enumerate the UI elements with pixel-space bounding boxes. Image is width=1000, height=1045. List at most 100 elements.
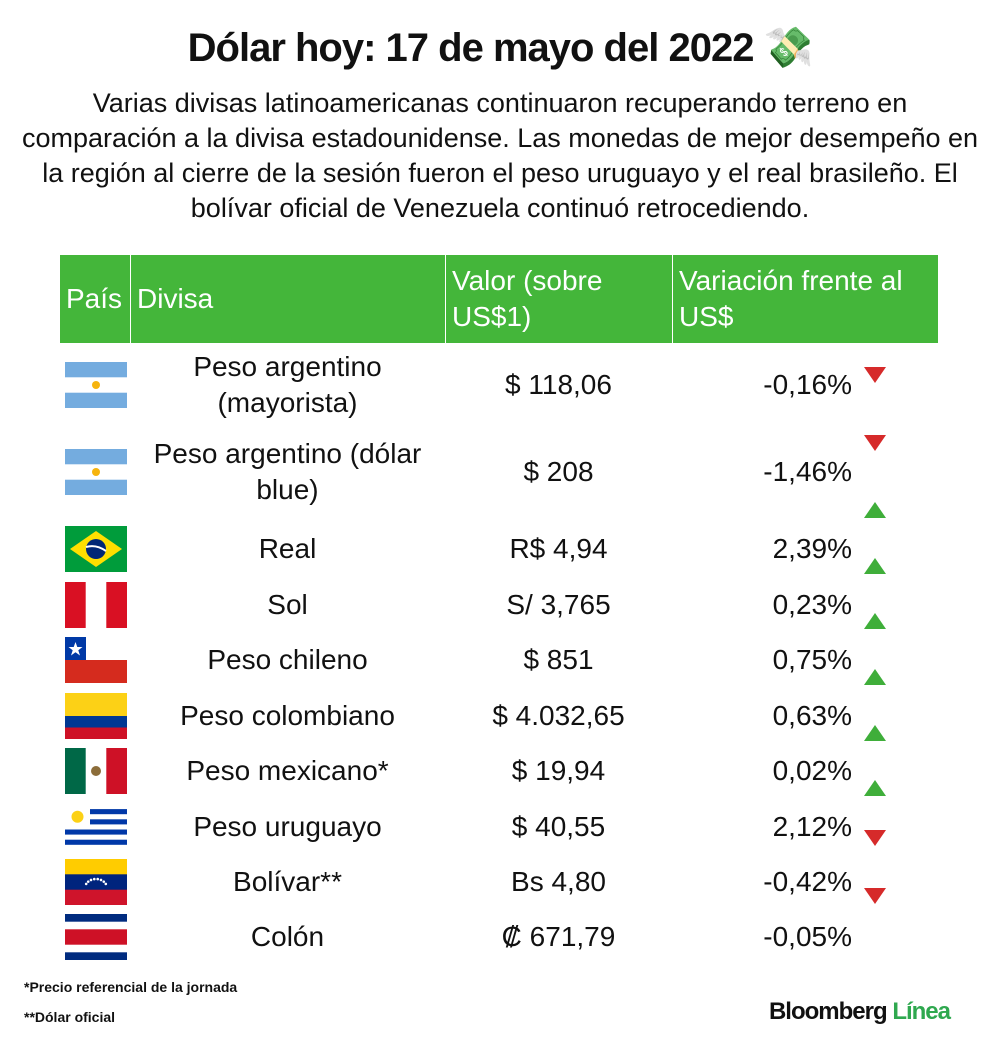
value-cell: R$ 4,94 (445, 524, 672, 574)
variation: 0,02% (772, 755, 852, 786)
currency-cell: Peso argentino (dólar blue) (130, 428, 445, 516)
header-cell: Variación frente al US$ (672, 255, 938, 343)
currency: Colón (250, 921, 325, 952)
logo-product: Línea (892, 998, 951, 1025)
trend-arrow (864, 435, 886, 451)
table-row: Peso chileno $ 851 0,75% (60, 635, 938, 685)
variation: 2,12% (772, 811, 852, 842)
currency-cell: Sol (130, 580, 445, 630)
flag (65, 362, 127, 413)
flag (65, 637, 127, 688)
flag (65, 914, 127, 965)
flag-image (65, 693, 127, 739)
variation-cell: 0,63% (672, 691, 852, 741)
logo-brand: Bloomberg (768, 998, 888, 1025)
currency: Sol (267, 589, 308, 620)
flag (65, 804, 127, 855)
variation-cell: 0,75% (672, 635, 852, 685)
header-cell: País (66, 283, 123, 314)
value-cell: $ 208 (445, 428, 672, 516)
flag-image (65, 449, 127, 495)
value: $ 4.032,65 (492, 700, 625, 731)
footnote: **Dólar oficial (24, 1009, 116, 1025)
variation: -1,46% (763, 456, 852, 487)
flag-image (65, 748, 127, 794)
value-cell: $ 851 (445, 635, 672, 685)
value: $ 118,06 (505, 369, 612, 400)
value-cell: $ 4.032,65 (445, 691, 672, 741)
variation-cell: -0,42% (672, 857, 852, 907)
currency: Peso uruguayo (193, 811, 382, 842)
trend-arrow (864, 367, 886, 383)
header-cell: Valor (sobre US$1) (445, 255, 672, 343)
flag (65, 582, 127, 633)
value: ₡ 671,79 (501, 921, 616, 952)
currency: Real (258, 533, 317, 564)
currency-cell: Peso colombiano (130, 691, 445, 741)
currency-cell: Peso uruguayo (130, 802, 445, 852)
variation-cell: 2,39% (672, 524, 852, 574)
variation-cell: 0,23% (672, 580, 852, 630)
currency-cell: Bolívar** (130, 857, 445, 907)
trend-arrow (864, 502, 886, 518)
variation: -0,16% (763, 369, 852, 400)
value: $ 19,94 (511, 755, 606, 786)
value: R$ 4,94 (509, 533, 608, 564)
currency: Peso colombiano (180, 700, 395, 731)
variation: -0,05% (763, 921, 852, 952)
currency-cell: Colón (130, 912, 445, 962)
value: $ 851 (523, 644, 594, 675)
variation: 0,63% (772, 700, 852, 731)
flag (65, 693, 127, 744)
currency: Peso chileno (207, 644, 368, 675)
table-row: Sol S/ 3,765 0,23% (60, 580, 938, 630)
value: $ 40,55 (511, 811, 606, 842)
variation-cell: 2,12% (672, 802, 852, 852)
table-header: País Divisa Valor (sobre US$1) Variación… (60, 255, 938, 343)
table-row: Peso mexicano* $ 19,94 0,02% (60, 746, 938, 796)
flag-image (65, 637, 127, 683)
flag (65, 859, 127, 910)
trend-arrow (864, 613, 886, 629)
value: Bs 4,80 (511, 866, 606, 897)
trend-arrow (864, 558, 886, 574)
value-cell: S/ 3,765 (445, 580, 672, 630)
table-row: Peso uruguayo $ 40,55 2,12% (60, 802, 938, 852)
currency-cell: Real (130, 524, 445, 574)
currency-cell: Peso argentino (mayorista) (130, 350, 445, 420)
value: $ 208 (523, 456, 594, 487)
table-row: Colón ₡ 671,79 -0,05% (60, 912, 938, 962)
variation: 0,23% (772, 589, 852, 620)
trend-arrow (864, 725, 886, 741)
currency-cell: Peso chileno (130, 635, 445, 685)
currency: Peso argentino (mayorista) (193, 351, 382, 418)
title: Dólar hoy: 17 de mayo del 2022 💸 (187, 26, 814, 70)
table-row: Real R$ 4,94 2,39% (60, 524, 938, 574)
variation-cell: -0,05% (672, 912, 852, 962)
currency: Peso mexicano* (186, 755, 389, 786)
currency: Bolívar** (233, 866, 342, 897)
table-row: Peso colombiano $ 4.032,65 0,63% (60, 691, 938, 741)
trend-arrow (864, 830, 886, 846)
flag-image (65, 914, 127, 960)
value-cell: $ 19,94 (445, 746, 672, 796)
flag-image (65, 859, 127, 905)
currency: Peso argentino (dólar blue) (153, 438, 422, 505)
logo: Bloomberg Línea (768, 998, 951, 1026)
footnote: *Precio referencial de la jornada (24, 979, 238, 995)
variation: 0,75% (772, 644, 852, 675)
value-cell: $ 118,06 (445, 350, 672, 420)
trend-arrow (864, 669, 886, 685)
table-row: Peso argentino (dólar blue) $ 208 -1,46% (60, 428, 938, 516)
variation-cell: -0,16% (672, 350, 852, 420)
trend-arrow (864, 780, 886, 796)
variation: 2,39% (772, 533, 852, 564)
flag (65, 449, 127, 500)
header-cell: Divisa (130, 255, 445, 343)
table-row: Bolívar** Bs 4,80 -0,42% (60, 857, 938, 907)
flag-image (65, 804, 127, 850)
flag-image (65, 582, 127, 628)
flag (65, 526, 127, 577)
currency-cell: Peso mexicano* (130, 746, 445, 796)
